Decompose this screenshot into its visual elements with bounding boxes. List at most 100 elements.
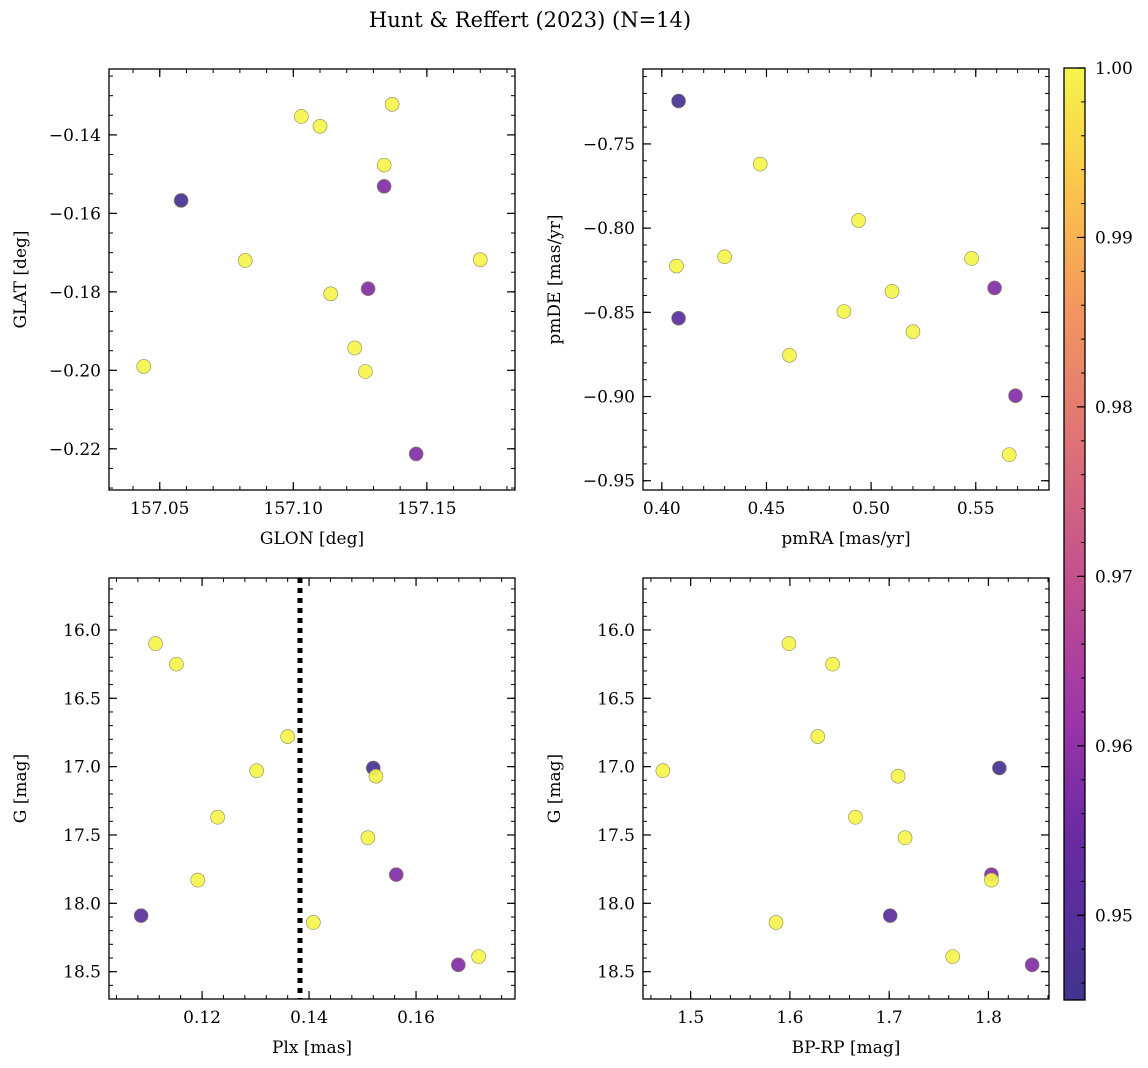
y-tick-label: −0.22 [49, 440, 101, 460]
scatter-point [360, 281, 376, 297]
x-axis-label: GLON [deg] [260, 529, 364, 549]
x-tick-label: 0.40 [643, 499, 681, 519]
scatter-point [768, 915, 784, 930]
scatter-point [358, 364, 373, 379]
scatter-point [992, 760, 1007, 776]
x-tick-label: 1.6 [776, 1008, 803, 1028]
scatter-point [836, 304, 852, 319]
y-tick-label: 17.5 [63, 826, 101, 846]
scatter-point [472, 252, 488, 267]
scatter-point [717, 249, 732, 265]
scatter-point [945, 949, 961, 964]
x-axis-label: BP-RP [mag] [792, 1038, 901, 1058]
y-tick-label: −0.75 [583, 135, 635, 155]
axes-frame [108, 68, 516, 491]
scatter-point [671, 93, 686, 109]
colorbar-tick-label: 1.00 [1095, 59, 1133, 79]
scatter-point [136, 359, 152, 374]
y-tick-label: 18.0 [63, 894, 101, 914]
scatter-point [388, 867, 404, 882]
x-tick-label: 0.45 [748, 499, 786, 519]
scatter-point [905, 324, 921, 340]
x-tick-label: 1.8 [975, 1008, 1002, 1028]
colorbar: 0.95 0.96 0.97 0.98 0.99 1.00 [1063, 59, 1133, 1001]
scatter-point [148, 636, 163, 651]
y-tick-label: 16.0 [597, 621, 635, 641]
x-tick-label: 157.10 [264, 499, 323, 519]
scatter-point [1001, 447, 1017, 462]
scatter-point [133, 908, 149, 923]
scatter-point [964, 251, 979, 266]
scatter-point [884, 283, 900, 299]
scatter-point [890, 768, 906, 784]
scatter-point [312, 118, 328, 134]
y-axis-label: G [mag] [11, 754, 31, 823]
colorbar-tick-label: 0.95 [1095, 906, 1133, 926]
y-tick-label: −0.90 [583, 388, 635, 408]
axes-frame [108, 577, 516, 1000]
scatter-point [882, 908, 898, 923]
scatter-point [810, 729, 826, 744]
scatter-point [376, 179, 392, 194]
scatter-point [323, 286, 338, 302]
scatter-point [173, 193, 189, 208]
colorbar-frame [1063, 67, 1086, 1001]
x-tick-label: 157.15 [397, 499, 456, 519]
x-tick-label: 0.50 [852, 499, 890, 519]
scatter-point [671, 310, 686, 326]
x-tick-label: 157.05 [130, 499, 189, 519]
scatter-point [987, 280, 1002, 296]
scatter-point [384, 97, 400, 112]
x-axis-label: pmRA [mas/yr] [781, 529, 910, 549]
y-tick-label: −0.18 [49, 283, 101, 303]
y-tick-label: 16.5 [63, 689, 101, 709]
scatter-point [1008, 388, 1023, 403]
x-tick-label: 1.7 [876, 1008, 903, 1028]
scatter-point [347, 340, 363, 356]
y-tick-label: 18.0 [597, 894, 635, 914]
scatter-point [752, 156, 768, 172]
scatter-point [376, 157, 392, 173]
x-tick-label: 0.16 [397, 1008, 435, 1028]
scatter-point [655, 763, 671, 779]
scatter-point [210, 809, 225, 825]
y-tick-label: 17.0 [597, 758, 635, 778]
y-tick-label: −0.95 [583, 472, 635, 492]
axes-frame [642, 68, 1050, 491]
y-tick-label: −0.20 [49, 361, 101, 381]
scatter-panel-1: 157.05 157.10 157.15 −0.14 −0.16 −0.18 −0.20 −0… [11, 68, 516, 549]
y-tick-label: −0.14 [49, 126, 101, 146]
colorbar-tick-label: 0.97 [1095, 567, 1133, 587]
x-tick-label: 1.5 [677, 1008, 704, 1028]
scatter-panel-3: 0.12 0.14 0.16 16.0 16.5 17.0 17.5 18.0 18.5 Plx … [11, 577, 516, 1058]
scatter-point [368, 768, 384, 784]
y-tick-label: −0.85 [583, 303, 635, 323]
scatter-point [669, 258, 684, 274]
y-tick-label: 18.5 [63, 963, 101, 983]
scatter-point [825, 656, 840, 672]
y-axis-label: pmDE [mas/yr] [545, 214, 565, 344]
scatter-point [237, 253, 253, 268]
scatter-point [984, 872, 999, 888]
y-tick-label: 16.0 [63, 621, 101, 641]
scatter-point [781, 636, 797, 651]
scatter-point [249, 763, 264, 779]
colorbar-gradient [1064, 68, 1085, 1000]
y-tick-label: −0.80 [583, 219, 635, 239]
y-tick-label: 16.5 [597, 689, 635, 709]
y-tick-label: −0.16 [49, 204, 101, 224]
axes-frame [642, 577, 1050, 1000]
scatter-point [450, 957, 466, 973]
y-axis-label: GLAT [deg] [11, 230, 31, 328]
y-tick-label: 17.0 [63, 758, 101, 778]
x-axis-label: Plx [mas] [272, 1038, 352, 1058]
scatter-point [848, 809, 863, 825]
scatter-point [280, 729, 295, 744]
scatter-point [169, 656, 184, 672]
colorbar-tick-label: 0.99 [1095, 228, 1133, 248]
figure-title: Hunt & Reffert (2023) (N=14) [369, 8, 691, 32]
y-tick-label: 18.5 [597, 963, 635, 983]
scatter-point [1024, 957, 1040, 973]
scatter-panel-2: 0.40 0.45 0.50 0.55 −0.75 −0.80 −0.85 −0.90 −0.9… [545, 68, 1050, 549]
